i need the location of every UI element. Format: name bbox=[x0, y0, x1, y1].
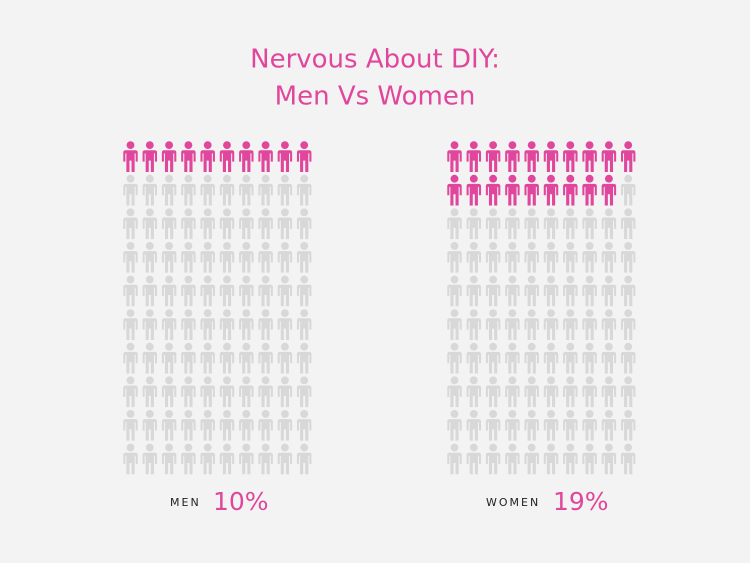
category-label: WOMEN bbox=[486, 496, 540, 509]
value-label: 10% bbox=[213, 487, 269, 516]
category-label: MEN bbox=[170, 496, 201, 509]
chart-title: Nervous About DIY: bbox=[250, 45, 500, 75]
value-label: 19% bbox=[553, 487, 609, 516]
chart-subtitle: Men Vs Women bbox=[275, 82, 476, 112]
